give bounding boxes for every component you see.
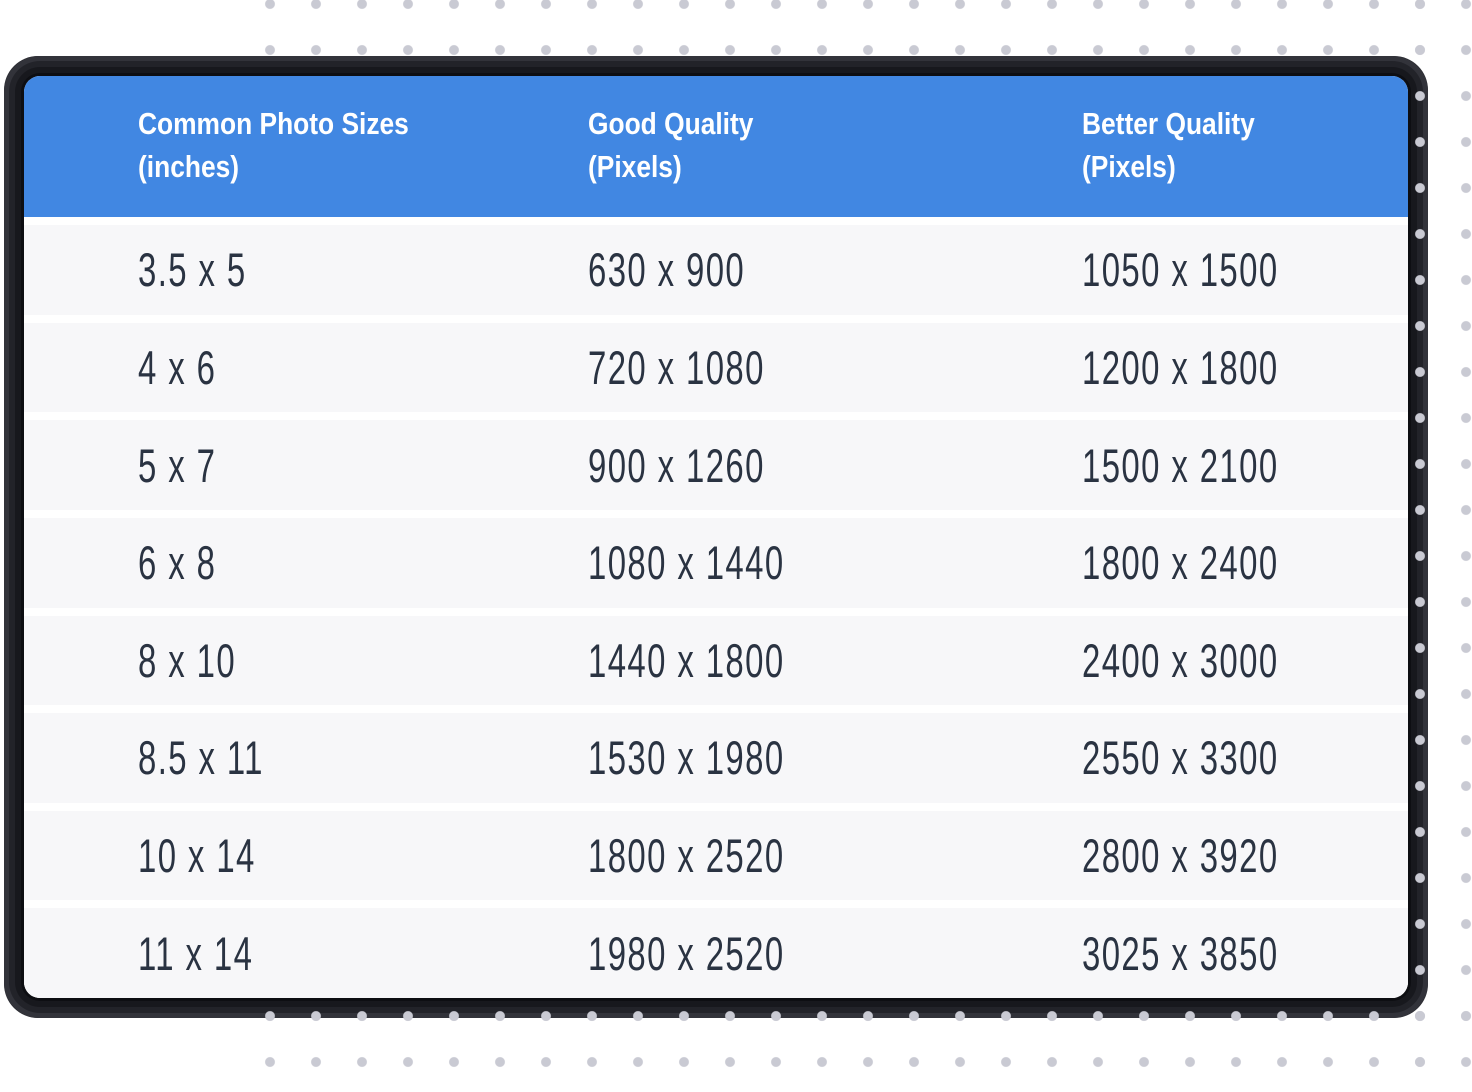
header-common-photo-sizes: Common Photo Sizes (inches) — [24, 76, 564, 217]
cell-text: 4 x 6 — [138, 340, 217, 394]
cell-good-quality: 1980 x 2520 — [564, 926, 1058, 981]
cell-good-quality: 630 x 900 — [564, 242, 1058, 297]
cell-better-quality: 1050 x 1500 — [1058, 242, 1408, 297]
header-subtitle: (Pixels) — [588, 149, 682, 184]
device-frame: Common Photo Sizes (inches) Good Quality… — [4, 56, 1428, 1018]
cell-text: 11 x 14 — [138, 926, 254, 980]
header-subtitle: (inches) — [138, 149, 240, 184]
cell-text: 1050 x 1500 — [1082, 243, 1279, 297]
cell-better-quality: 2550 x 3300 — [1058, 730, 1408, 785]
table-row: 4 x 6 720 x 1080 1200 x 1800 — [24, 322, 1408, 413]
cell-text: 630 x 900 — [588, 243, 746, 297]
cell-text: 8 x 10 — [138, 633, 237, 687]
header-better-quality: Better Quality (Pixels) — [1058, 76, 1408, 217]
cell-good-quality: 1800 x 2520 — [564, 828, 1058, 883]
cell-text: 10 x 14 — [138, 829, 256, 883]
cell-better-quality: 3025 x 3850 — [1058, 926, 1408, 981]
cell-text: 720 x 1080 — [588, 340, 765, 394]
cell-text: 3.5 x 5 — [138, 243, 247, 297]
cell-text: 1440 x 1800 — [588, 633, 785, 687]
cell-good-quality: 1080 x 1440 — [564, 535, 1058, 590]
table-row: 11 x 14 1980 x 2520 3025 x 3850 — [24, 908, 1408, 998]
cell-text: 2800 x 3920 — [1082, 829, 1279, 883]
cell-size: 11 x 14 — [24, 926, 564, 981]
cell-size: 3.5 x 5 — [24, 242, 564, 297]
table-body: 3.5 x 5 630 x 900 1050 x 1500 4 x 6 720 … — [24, 217, 1408, 998]
table-row: 3.5 x 5 630 x 900 1050 x 1500 — [24, 225, 1408, 315]
cell-text: 1980 x 2520 — [588, 926, 785, 980]
header-title: Better Quality — [1082, 106, 1255, 141]
cell-text: 8.5 x 11 — [138, 731, 264, 785]
cell-size: 4 x 6 — [24, 340, 564, 395]
cell-good-quality: 1530 x 1980 — [564, 730, 1058, 785]
cell-better-quality: 2800 x 3920 — [1058, 828, 1408, 883]
cell-size: 10 x 14 — [24, 828, 564, 883]
cell-text: 1500 x 2100 — [1082, 438, 1279, 492]
table-row: 5 x 7 900 x 1260 1500 x 2100 — [24, 420, 1408, 510]
cell-text: 5 x 7 — [138, 438, 217, 492]
table-row: 10 x 14 1800 x 2520 2800 x 3920 — [24, 810, 1408, 901]
cell-better-quality: 1500 x 2100 — [1058, 438, 1408, 493]
table-header-row: Common Photo Sizes (inches) Good Quality… — [24, 76, 1408, 217]
header-good-quality: Good Quality (Pixels) — [564, 76, 1058, 217]
table-row: 8 x 10 1440 x 1800 2400 x 3000 — [24, 615, 1408, 706]
cell-text: 1080 x 1440 — [588, 536, 785, 590]
cell-text: 2550 x 3300 — [1082, 731, 1279, 785]
cell-text: 1800 x 2400 — [1082, 536, 1279, 590]
cell-text: 900 x 1260 — [588, 438, 765, 492]
cell-text: 2400 x 3000 — [1082, 633, 1279, 687]
cell-good-quality: 720 x 1080 — [564, 340, 1058, 395]
cell-good-quality: 1440 x 1800 — [564, 633, 1058, 688]
header-title: Good Quality — [588, 106, 754, 141]
header-title: Common Photo Sizes — [138, 106, 409, 141]
cell-text: 1200 x 1800 — [1082, 340, 1279, 394]
cell-text: 1530 x 1980 — [588, 731, 785, 785]
cell-size: 8.5 x 11 — [24, 730, 564, 785]
cell-text: 3025 x 3850 — [1082, 926, 1279, 980]
cell-size: 6 x 8 — [24, 535, 564, 590]
table-row: 8.5 x 11 1530 x 1980 2550 x 3300 — [24, 713, 1408, 803]
cell-better-quality: 1200 x 1800 — [1058, 340, 1408, 395]
cell-size: 8 x 10 — [24, 633, 564, 688]
cell-text: 1800 x 2520 — [588, 829, 785, 883]
cell-better-quality: 2400 x 3000 — [1058, 633, 1408, 688]
cell-size: 5 x 7 — [24, 438, 564, 493]
cell-better-quality: 1800 x 2400 — [1058, 535, 1408, 590]
cell-good-quality: 900 x 1260 — [564, 438, 1058, 493]
header-subtitle: (Pixels) — [1082, 149, 1176, 184]
photo-size-table: Common Photo Sizes (inches) Good Quality… — [24, 76, 1408, 998]
cell-text: 6 x 8 — [138, 536, 217, 590]
table-row: 6 x 8 1080 x 1440 1800 x 2400 — [24, 517, 1408, 608]
